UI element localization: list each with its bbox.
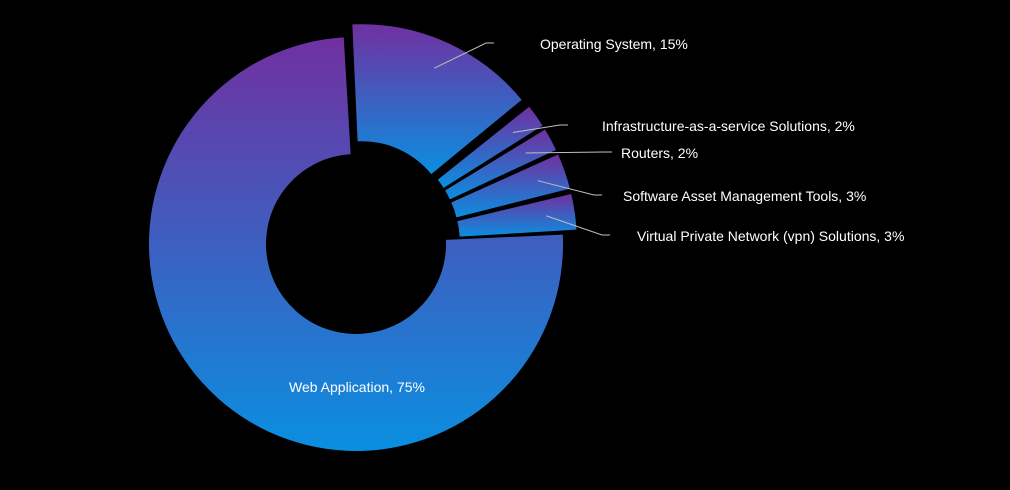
labels-layer: Operating System, 15% Infrastructure-as-a… (289, 36, 904, 395)
slice-software-asset-management-tools (451, 154, 570, 218)
slice-label: Routers, 2% (621, 145, 698, 161)
leader-line (512, 124, 568, 133)
leader-line (546, 215, 610, 236)
slices-layer (149, 24, 577, 452)
slice-label: Operating System, 15% (540, 36, 688, 52)
slice-label: Virtual Private Network (vpn) Solutions,… (637, 228, 904, 244)
leader-line (525, 151, 612, 154)
slice-infrastructure-as-a-service-solutions (437, 106, 543, 188)
slice-routers (445, 129, 556, 200)
slice-label: Infrastructure-as-a-service Solutions, 2… (602, 118, 855, 134)
leader-line (537, 180, 602, 196)
slice-operating-system (352, 24, 522, 175)
slice-label: Software Asset Management Tools, 3% (623, 188, 866, 204)
slice-virtual-private-network-vpn-solutions (457, 193, 577, 237)
label-web-application: Web Application, 75% (289, 379, 425, 395)
slice-web-application (149, 37, 563, 452)
leader-line (434, 42, 494, 69)
